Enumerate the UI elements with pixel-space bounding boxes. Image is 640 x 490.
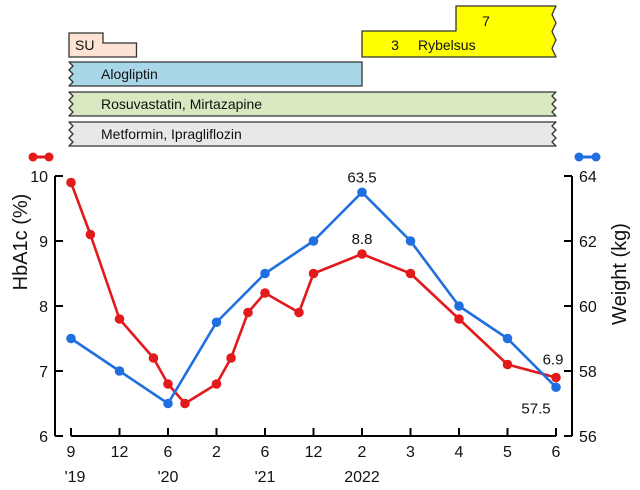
med-bar-shape: [68, 121, 557, 147]
data-point: [308, 268, 319, 279]
x-tick-label: 3: [406, 444, 415, 461]
y-right-tick-label: 58: [579, 364, 597, 381]
data-annotation: 6.9: [543, 352, 564, 369]
x-tick-label: 6: [552, 444, 561, 461]
y-right-tick-label: 64: [579, 169, 597, 186]
data-annotation: 63.5: [347, 169, 376, 186]
data-annotation: 57.5: [521, 400, 550, 417]
data-annotation: 8.8: [352, 231, 373, 248]
data-point: [405, 268, 416, 279]
data-point: [85, 229, 96, 240]
med-bar-metformin-ipragliflozin: Metformin, Ipragliflozin: [68, 121, 557, 147]
x-year-label: '21: [255, 469, 276, 486]
x-year-label: '20: [158, 469, 179, 486]
data-point: [294, 307, 304, 318]
y-left-tick-label: 10: [30, 169, 48, 186]
x-tick-label: 2: [212, 444, 221, 461]
x-year-label: 2022: [344, 469, 380, 486]
med-bar-dose-label: 3: [391, 37, 399, 53]
x-tick-label: 6: [164, 444, 173, 461]
series-layer: [66, 177, 561, 409]
data-point: [551, 372, 561, 383]
y-left-axis-title: HbA1c (%): [10, 194, 32, 291]
data-point: [66, 177, 76, 188]
medication-bars: SU 3 Rybelsus 7 Alogliptin Rosuvastatin, Mirt…: [68, 5, 557, 147]
data-point: [211, 317, 222, 328]
data-point: [243, 307, 253, 318]
series-hba1c: [66, 177, 561, 409]
y-right-axis-title: Weight (kg): [609, 223, 631, 325]
med-bar-su: SU: [68, 32, 138, 58]
data-point: [148, 353, 159, 363]
med-bar-label: Alogliptin: [101, 66, 158, 82]
data-point: [357, 187, 367, 198]
data-point: [454, 301, 464, 311]
series-line: [70, 190, 557, 405]
data-point: [114, 314, 125, 324]
data-point: [163, 379, 173, 389]
med-bar-dose-label: 7: [482, 13, 490, 29]
series-weight: [66, 187, 561, 409]
med-bar-label: Rosuvastatin, Mirtazapine: [101, 96, 262, 112]
med-bar-shape: [68, 91, 557, 117]
med-bar-label: Rybelsus: [418, 37, 476, 53]
data-point: [405, 236, 416, 246]
y-left-tick-label: 7: [39, 364, 48, 381]
x-tick-label: 12: [305, 444, 323, 461]
data-point: [551, 382, 561, 393]
y-right-tick-label: 56: [579, 429, 597, 446]
data-point: [260, 288, 270, 298]
x-tick-label: 6: [261, 444, 270, 461]
med-bar-label: Metformin, Ipragliflozin: [101, 126, 242, 142]
data-point: [308, 236, 319, 246]
x-tick-label: 5: [503, 444, 512, 461]
med-bar-rosuvastatin-mirtazapine: Rosuvastatin, Mirtazapine: [68, 91, 557, 117]
series-line: [69, 182, 557, 405]
x-tick-label: 4: [455, 444, 464, 461]
data-point: [114, 366, 125, 376]
y-left-tick-label: 8: [39, 299, 48, 316]
med-bar-alogliptin: Alogliptin: [68, 61, 363, 87]
med-bar-rybelsus: 3 Rybelsus 7: [361, 5, 557, 58]
med-bar-shape: [68, 61, 363, 87]
y-left-tick-label: 9: [39, 234, 48, 251]
right-series-legend-marker: [574, 152, 601, 162]
y-right-tick-label: 62: [579, 234, 597, 251]
data-point: [163, 398, 173, 409]
x-tick-label: 9: [67, 444, 76, 461]
data-point: [502, 333, 513, 344]
data-point: [357, 249, 367, 259]
y-right-tick-label: 60: [579, 299, 597, 316]
data-point: [502, 359, 513, 370]
data-point: [226, 353, 236, 363]
y-left-tick-label: 6: [39, 429, 48, 446]
med-bar-shape: [68, 32, 138, 58]
data-point: [260, 268, 270, 279]
data-point: [66, 333, 76, 344]
data-point: [454, 314, 464, 324]
med-bar-label: SU: [75, 37, 94, 53]
x-year-label: '19: [65, 469, 86, 486]
x-tick-label: 12: [111, 444, 129, 461]
med-bar-shape: [361, 5, 557, 58]
left-series-legend-marker: [28, 152, 54, 162]
data-point: [180, 398, 190, 409]
x-tick-label: 2: [358, 444, 367, 461]
annotation-layer: 63.5 8.8 6.9 57.5: [347, 169, 563, 417]
data-point: [211, 379, 222, 389]
